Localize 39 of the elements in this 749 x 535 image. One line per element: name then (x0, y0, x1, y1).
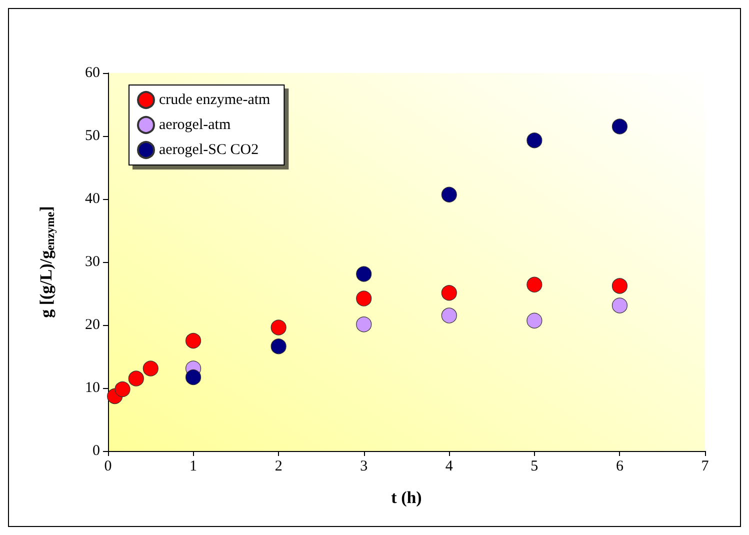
point (441, 186, 457, 202)
x-tick-label: 6 (616, 458, 624, 474)
y-tick-label: 60 (85, 65, 100, 81)
y-tick-label: 50 (85, 128, 100, 144)
legend-label: aerogel-SC CO2 (159, 142, 259, 158)
x-tick-label: 5 (530, 458, 538, 474)
point (356, 266, 372, 282)
point (612, 278, 628, 294)
point (441, 308, 457, 324)
legend-label: aerogel-atm (159, 117, 231, 133)
y-tick-label: 30 (85, 254, 100, 270)
point (356, 290, 372, 306)
y-tick-label: 10 (85, 380, 100, 396)
x-tick-label: 7 (701, 458, 710, 474)
point (612, 118, 628, 134)
point (612, 298, 628, 314)
point (526, 132, 542, 148)
point (114, 381, 130, 398)
x-tick-label: 3 (360, 458, 368, 474)
point (142, 360, 158, 376)
x-axis-title: t (h) (391, 488, 422, 507)
point (526, 276, 542, 292)
point (441, 285, 457, 301)
point (356, 316, 372, 332)
y-tick-label: 0 (92, 443, 100, 459)
point (186, 332, 202, 349)
point (128, 370, 144, 386)
x-tick-label: 2 (274, 458, 282, 474)
x-tick-label: 4 (445, 458, 454, 474)
legend-label: crude enzyme-atm (159, 92, 271, 108)
y-tick-label: 20 (85, 317, 100, 333)
point (270, 320, 286, 336)
point (526, 312, 542, 328)
x-tick-label: 1 (190, 458, 198, 474)
point (270, 338, 286, 354)
x-tick-label: 0 (104, 458, 112, 474)
point (186, 369, 202, 386)
y-axis-title: g [(g/L)/genzyme] (36, 206, 57, 318)
y-tick-label: 40 (85, 191, 100, 207)
